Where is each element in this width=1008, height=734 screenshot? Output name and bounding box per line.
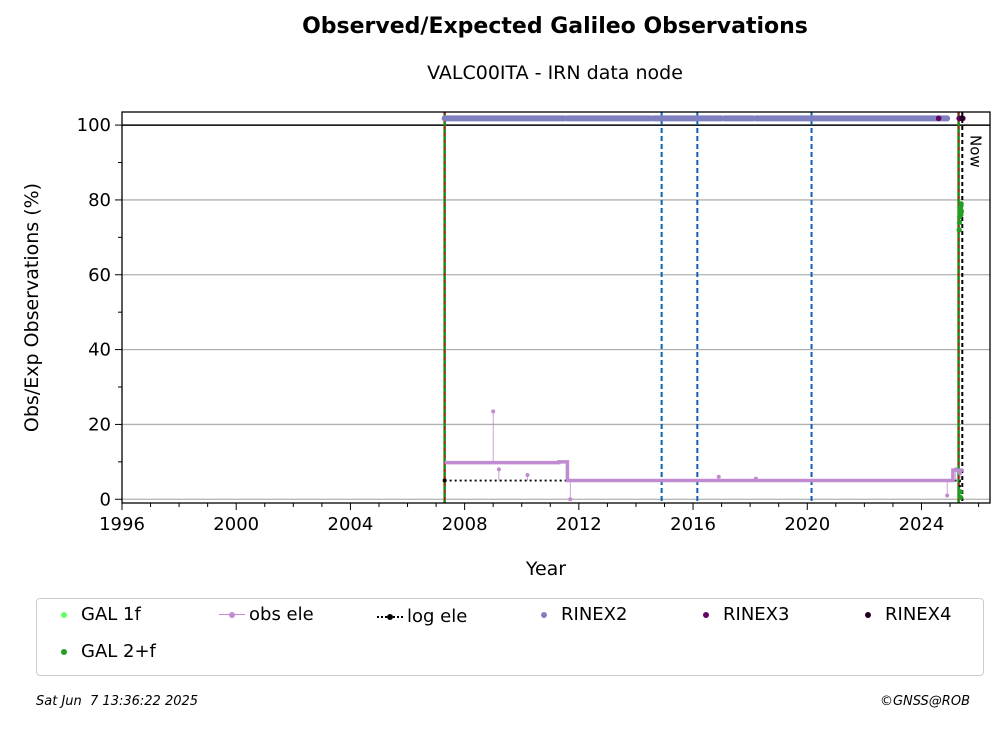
legend-marker: [51, 645, 77, 659]
legend-marker: [693, 608, 719, 622]
legend-label: GAL 1f: [81, 604, 141, 625]
y-tick-label: 60: [88, 265, 111, 286]
obs-ele-point: [945, 493, 950, 498]
legend-item-rinex2: RINEX2: [531, 604, 627, 625]
obs-ele-line: [444, 460, 963, 483]
legend-label: RINEX4: [885, 604, 952, 625]
log-ele-point: [442, 478, 447, 483]
chart-subtitle: VALC00ITA - IRN data node: [427, 62, 683, 84]
now-label: Now: [966, 135, 984, 168]
obs-ele-point: [753, 476, 758, 481]
y-tick-label: 0: [100, 489, 111, 510]
x-tick-label: 2000: [213, 514, 259, 535]
x-tick-label: 2020: [784, 514, 830, 535]
x-tick-label: 1996: [99, 514, 145, 535]
x-tick-label: 2008: [442, 514, 488, 535]
legend-item-rinex4: RINEX4: [855, 604, 951, 625]
legend-item-gal-1f: GAL 1f: [51, 604, 141, 625]
legend-marker: [377, 610, 403, 624]
rinex4-point: [959, 115, 965, 122]
x-axis-label: Year: [525, 558, 566, 580]
legend-label: GAL 2+f: [81, 641, 156, 662]
y-tick-label: 40: [88, 340, 111, 361]
gal-2f-point: [957, 494, 964, 500]
chart-title: Observed/Expected Galileo Observations: [302, 14, 808, 39]
y-tick-label: 20: [88, 414, 111, 435]
obs-ele-point: [716, 474, 721, 479]
obs-ele-point: [568, 497, 573, 502]
footer-copyright: ©GNSS@ROB: [879, 694, 970, 709]
gal-2f-point: [958, 201, 964, 207]
x-tick-label: 2024: [899, 514, 945, 535]
footer-timestamp: Sat Jun 7 13:36:22 2025: [36, 694, 199, 709]
obs-ele-point: [496, 467, 501, 472]
obs-ele-point: [958, 471, 963, 476]
gal-2f-point: [957, 489, 963, 495]
y-tick-label: 80: [88, 190, 111, 211]
x-tick-label: 2004: [328, 514, 374, 535]
log-ele-line: [444, 479, 961, 500]
obs-ele-point: [953, 467, 958, 472]
legend-label: RINEX3: [723, 604, 790, 625]
legend-item-obs-ele: obs ele: [219, 604, 314, 625]
legend-marker: [855, 608, 881, 622]
legend-marker: [531, 608, 557, 622]
y-tick-label: 100: [77, 115, 111, 136]
legend-label: RINEX2: [561, 604, 628, 625]
obs-ele-point: [491, 409, 496, 414]
legend-label: obs ele: [249, 604, 314, 625]
legend-label: log ele: [407, 606, 468, 627]
x-tick-label: 2012: [556, 514, 602, 535]
rinex3-point: [935, 115, 942, 122]
gal-2f-point: [958, 208, 965, 214]
obs-ele-point: [525, 472, 530, 477]
gal-2f-point: [956, 227, 962, 233]
legend-item-log-ele: log ele: [377, 606, 467, 627]
legend: GAL 1f obs ele log ele RINEX2 RINEX3 RIN…: [36, 598, 984, 676]
legend-marker: [219, 608, 245, 622]
y-axis-label: Obs/Exp Observations (%): [21, 183, 43, 432]
x-tick-label: 2016: [670, 514, 716, 535]
plot-frame: [121, 111, 991, 504]
legend-item-gal-2f: GAL 2+f: [51, 641, 156, 662]
plot-area: Now 1996 2000 2004 2008 2012 2016 2020 2024 0 20 40…: [21, 111, 991, 580]
legend-item-rinex3: RINEX3: [693, 604, 789, 625]
gal-2f-point: [956, 219, 963, 225]
legend-marker: [51, 608, 77, 622]
